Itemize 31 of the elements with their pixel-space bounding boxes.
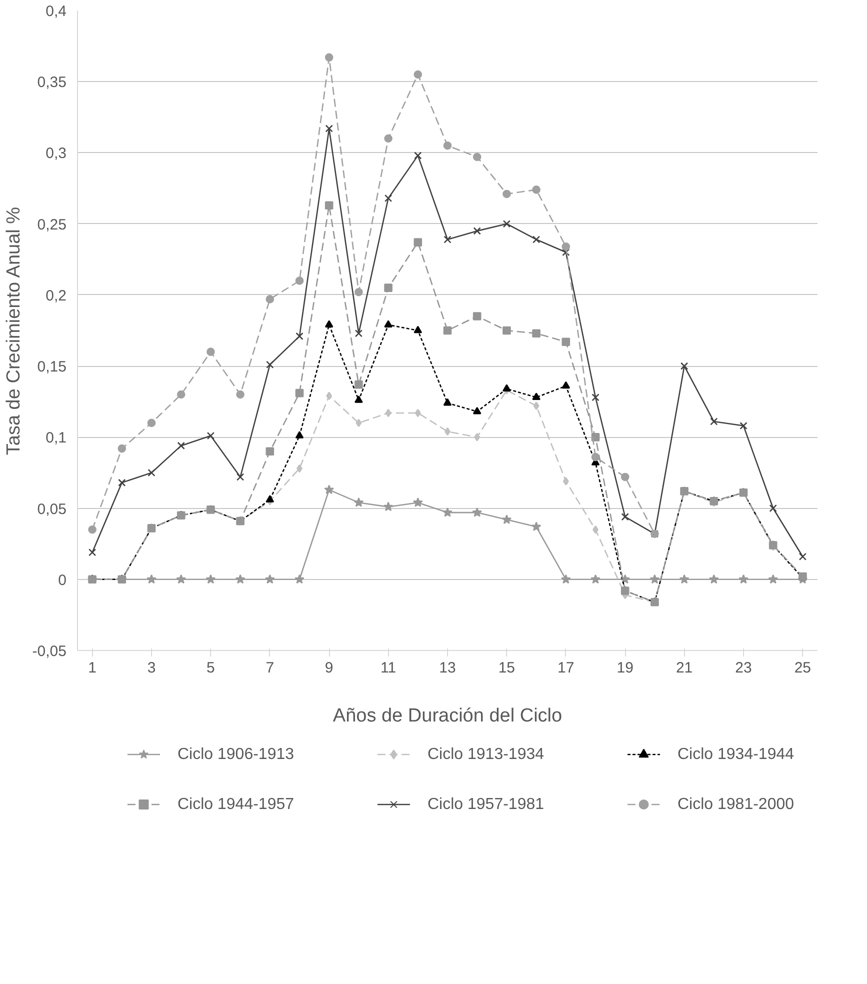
legend-label: Ciclo 1957-1981 <box>428 796 544 813</box>
y-tick-label: 0,2 <box>46 287 67 304</box>
x-tick-label: 9 <box>324 660 334 676</box>
legend-label: Ciclo 1906-1913 <box>178 746 294 763</box>
x-tick-label: 21 <box>676 660 693 676</box>
x-tick-label: 25 <box>794 660 812 676</box>
y-tick-label: 0,35 <box>37 74 67 92</box>
legend-label: Ciclo 1934-1944 <box>678 746 794 763</box>
x-tick-label: 23 <box>735 660 752 676</box>
y-tick-label: 0,1 <box>46 430 67 447</box>
y-tick-label: -0,05 <box>32 643 67 660</box>
x-tick-label: 13 <box>439 660 456 676</box>
y-tick-label: 0,05 <box>37 500 67 518</box>
y-tick-label: 0,4 <box>46 3 67 20</box>
y-tick-label: 0,3 <box>46 145 67 162</box>
x-tick-label: 5 <box>206 660 215 676</box>
legend-label: Ciclo 1913-1934 <box>428 746 544 763</box>
x-tick-label: 19 <box>616 660 634 676</box>
x-tick-label: 15 <box>498 660 516 676</box>
x-tick-label: 7 <box>266 660 274 676</box>
y-tick-label: 0,25 <box>37 216 67 234</box>
x-tick-label: 3 <box>147 660 156 676</box>
x-tick-label: 11 <box>380 660 396 676</box>
x-tick-label: 1 <box>88 660 96 676</box>
x-tick-label: 17 <box>558 660 574 676</box>
legend-label: Ciclo 1981-2000 <box>678 796 794 813</box>
y-tick-label: 0,15 <box>37 358 67 376</box>
legend-label: Ciclo 1944-1957 <box>178 796 294 813</box>
y-axis-title: Tasa de Crecimiento Anual % <box>3 206 24 456</box>
x-axis-title: Años de Duración del Ciclo <box>332 706 562 726</box>
y-tick-label: 0 <box>58 572 66 589</box>
